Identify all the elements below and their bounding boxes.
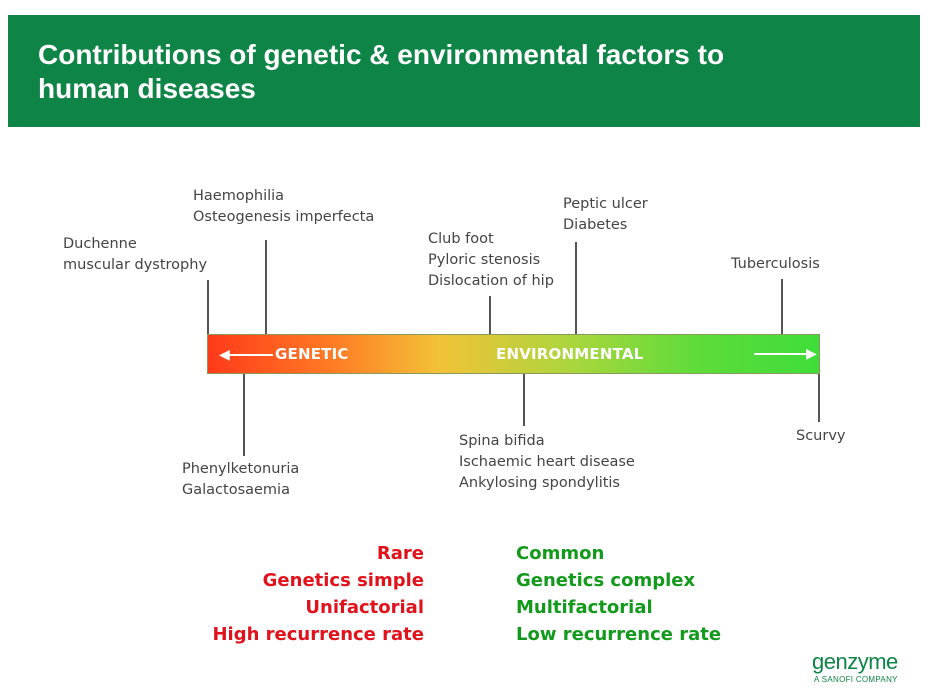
genetic-environmental-spectrum-bar bbox=[207, 334, 820, 374]
disease-label-peptic-ulcer: Peptic ulcer Diabetes bbox=[563, 194, 648, 236]
connector-peptic-ulcer bbox=[575, 242, 577, 334]
disease-label-scurvy: Scurvy bbox=[796, 426, 846, 447]
connector-club-foot bbox=[489, 296, 491, 334]
genzyme-logo-tagline: A SANOFI COMPANY bbox=[814, 675, 898, 684]
disease-name: Phenylketonuria bbox=[182, 461, 300, 477]
disease-label-spina-bifida: Spina bifida Ischaemic heart disease Ank… bbox=[459, 431, 635, 494]
connector-tuberculosis bbox=[781, 279, 783, 334]
disease-name: muscular dystrophy bbox=[63, 257, 208, 273]
left-arrow-line bbox=[227, 354, 273, 356]
disease-name: Club foot bbox=[428, 231, 494, 247]
disease-name: Duchenne bbox=[63, 236, 137, 252]
genetic-trait-item: Rare bbox=[376, 543, 424, 564]
disease-label-tuberculosis: Tuberculosis bbox=[731, 254, 820, 275]
slide-title-line-2: human diseases bbox=[38, 73, 256, 104]
genetic-trait-item: Unifactorial bbox=[305, 597, 424, 618]
disease-name: Scurvy bbox=[796, 428, 846, 444]
disease-name: Ankylosing spondylitis bbox=[459, 475, 620, 491]
slide-title-line-1: Contributions of genetic & environmental… bbox=[38, 39, 725, 70]
disease-label-phenylketonuria: Phenylketonuria Galactosaemia bbox=[182, 459, 299, 501]
left-arrowhead-icon: ◀ bbox=[219, 347, 230, 363]
disease-name: Diabetes bbox=[563, 217, 628, 233]
connector-phenylketonuria bbox=[243, 374, 245, 456]
connector-spina-bifida bbox=[523, 374, 525, 426]
disease-name: Ischaemic heart disease bbox=[459, 454, 635, 470]
disease-name: Haemophilia bbox=[193, 188, 285, 204]
disease-name: Peptic ulcer bbox=[563, 196, 648, 212]
connector-duchenne bbox=[207, 280, 209, 334]
title-banner bbox=[8, 15, 920, 127]
disease-name: Spina bifida bbox=[459, 433, 545, 449]
environmental-traits-list: Common Genetics complex Multifactorial L… bbox=[516, 540, 721, 648]
disease-label-club-foot: Club foot Pyloric stenosis Dislocation o… bbox=[428, 229, 554, 292]
disease-name: Osteogenesis imperfecta bbox=[193, 209, 375, 225]
genetic-trait-item: High recurrence rate bbox=[212, 624, 424, 645]
environmental-trait-item: Multifactorial bbox=[516, 597, 653, 618]
disease-label-haemophilia: Haemophilia Osteogenesis imperfecta bbox=[193, 186, 374, 228]
genetic-end-label: GENETIC bbox=[275, 345, 349, 363]
right-arrow-line bbox=[754, 353, 812, 355]
environmental-trait-item: Common bbox=[516, 543, 605, 564]
right-arrowhead-icon: ▶ bbox=[806, 346, 817, 362]
connector-scurvy bbox=[818, 374, 820, 422]
disease-name: Tuberculosis bbox=[731, 256, 820, 272]
disease-label-duchenne: Duchenne muscular dystrophy bbox=[63, 234, 207, 276]
genetic-traits-list: Rare Genetics simple Unifactorial High r… bbox=[180, 540, 424, 648]
disease-name: Pyloric stenosis bbox=[428, 252, 541, 268]
genetic-trait-item: Genetics simple bbox=[262, 570, 424, 591]
connector-haemophilia bbox=[265, 240, 267, 334]
environmental-trait-item: Genetics complex bbox=[516, 570, 696, 591]
genzyme-logo: genzyme bbox=[812, 649, 898, 674]
disease-name: Dislocation of hip bbox=[428, 273, 554, 289]
disease-name: Galactosaemia bbox=[182, 482, 290, 498]
environmental-end-label: ENVIRONMENTAL bbox=[496, 345, 644, 363]
environmental-trait-item: Low recurrence rate bbox=[516, 624, 722, 645]
slide-title: Contributions of genetic & environmental… bbox=[38, 38, 898, 106]
